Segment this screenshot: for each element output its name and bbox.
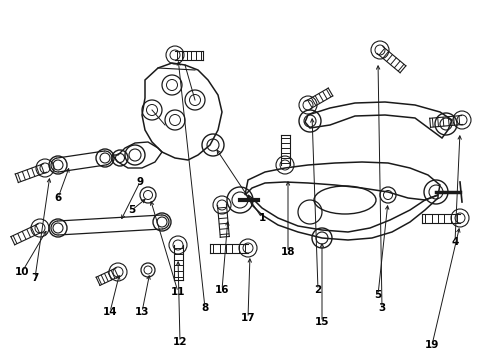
Text: 15: 15 [314, 317, 328, 327]
Text: 11: 11 [170, 287, 185, 297]
Text: 13: 13 [135, 307, 149, 317]
Text: 7: 7 [31, 273, 39, 283]
Text: 3: 3 [378, 303, 385, 313]
Text: 5: 5 [128, 205, 135, 215]
Text: 4: 4 [450, 237, 458, 247]
Text: 18: 18 [280, 247, 295, 257]
Text: 14: 14 [102, 307, 117, 317]
Text: 9: 9 [136, 177, 143, 187]
Text: 17: 17 [240, 313, 255, 323]
Text: 16: 16 [214, 285, 229, 295]
Text: 6: 6 [54, 193, 61, 203]
Text: 2: 2 [314, 285, 321, 295]
Text: 8: 8 [201, 303, 208, 313]
Text: 5: 5 [374, 290, 381, 300]
Text: 10: 10 [15, 267, 29, 277]
Text: 1: 1 [258, 213, 265, 223]
Text: 12: 12 [172, 337, 187, 347]
Text: 19: 19 [424, 340, 438, 350]
